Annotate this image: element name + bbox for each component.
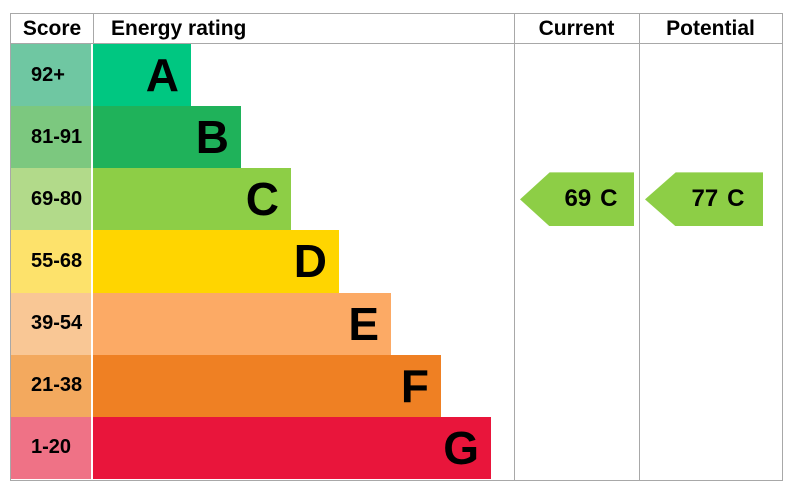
band-letter: D bbox=[293, 235, 327, 288]
band-row: 69-80 C bbox=[11, 168, 782, 231]
band-score-range: 81-91 bbox=[11, 106, 91, 169]
epc-table: Score Energy rating Current Potential 92… bbox=[10, 13, 783, 481]
band-bar: B bbox=[93, 106, 241, 169]
band-bar: E bbox=[93, 292, 391, 355]
band-bar: G bbox=[93, 416, 491, 479]
band-row: 1-20 G bbox=[11, 416, 782, 479]
band-letter: F bbox=[400, 359, 429, 412]
band-score-range: 21-38 bbox=[11, 354, 91, 417]
header-divider-line bbox=[11, 43, 782, 44]
band-row: 39-54 E bbox=[11, 292, 782, 355]
band-bar: C bbox=[93, 168, 291, 231]
score-column-divider bbox=[93, 14, 94, 43]
band-bar: F bbox=[93, 354, 441, 417]
band-score-range: 1-20 bbox=[11, 416, 91, 479]
energy-rating-column-header: Energy rating bbox=[111, 17, 247, 40]
band-score-range: 39-54 bbox=[11, 292, 91, 355]
band-bar: D bbox=[93, 230, 339, 293]
band-row: 81-91 B bbox=[11, 106, 782, 169]
current-rating-value: 69 bbox=[564, 185, 592, 213]
current-column-header: Current bbox=[538, 17, 615, 40]
band-letter: G bbox=[443, 421, 479, 474]
band-letter: B bbox=[195, 111, 229, 164]
band-row: 21-38 F bbox=[11, 354, 782, 417]
band-bar: A bbox=[93, 44, 191, 107]
band-letter: C bbox=[245, 173, 279, 226]
potential-rating-value: 77 bbox=[691, 185, 719, 213]
current-column-divider bbox=[514, 14, 515, 480]
band-row: 92+ A bbox=[11, 44, 782, 107]
band-score-range: 92+ bbox=[11, 44, 91, 107]
potential-column-divider bbox=[639, 14, 640, 480]
band-row: 55-68 D bbox=[11, 230, 782, 293]
score-column-header: Score bbox=[22, 17, 82, 40]
potential-rating-band: C bbox=[727, 185, 745, 213]
band-score-range: 55-68 bbox=[11, 230, 91, 293]
potential-column-header: Potential bbox=[666, 17, 755, 40]
band-score-range: 69-80 bbox=[11, 168, 91, 231]
band-rows: 92+ A 81-91 B 69-80 C 55-68 D 39-54 E 21… bbox=[11, 44, 782, 479]
current-rating-band: C bbox=[600, 185, 618, 213]
band-letter: E bbox=[348, 297, 379, 350]
band-letter: A bbox=[145, 49, 179, 102]
